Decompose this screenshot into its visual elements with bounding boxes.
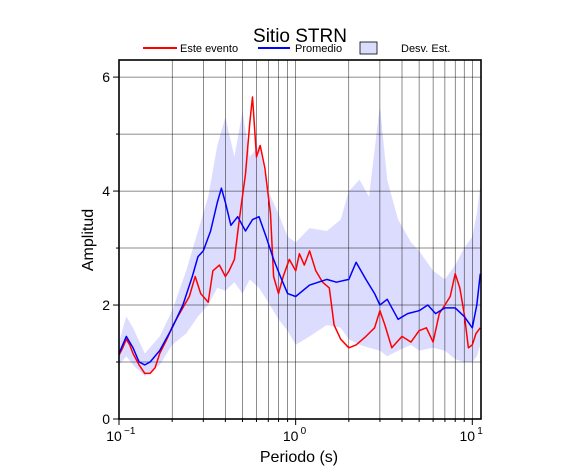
x-tick-label: 10 [106,428,122,444]
x-tick-label: 10 [460,428,476,444]
grid-layer [118,60,481,419]
chart-title: Sitio STRN [253,26,347,47]
frame-layer [118,59,482,420]
legend-label-este-evento: Este evento [180,43,238,55]
y-tick-label: 2 [102,297,110,313]
series-layer [118,96,482,375]
y-tick-label: 6 [102,69,110,85]
legend: Este evento Promedio Desv. Est. [143,41,450,55]
y-tick-label: 4 [102,183,110,199]
legend-label-promedio: Promedio [295,43,342,55]
x-tick-exponent: 0 [301,426,307,437]
std-band-layer [119,105,481,377]
x-tick-exponent: 1 [477,426,483,437]
x-axis-label: Periodo (s) [260,449,338,466]
y-axis-label: Amplitud [80,209,97,271]
x-tick-exponent: −1 [124,426,136,437]
x-tick-label: 10 [283,428,299,444]
std-band [119,105,481,377]
series-line-promedio [118,187,482,366]
plot-frame [118,59,482,420]
y-tick-label: 0 [102,411,110,427]
legend-label-desv-est: Desv. Est. [401,43,450,55]
legend-swatch-desv-est [359,41,378,55]
